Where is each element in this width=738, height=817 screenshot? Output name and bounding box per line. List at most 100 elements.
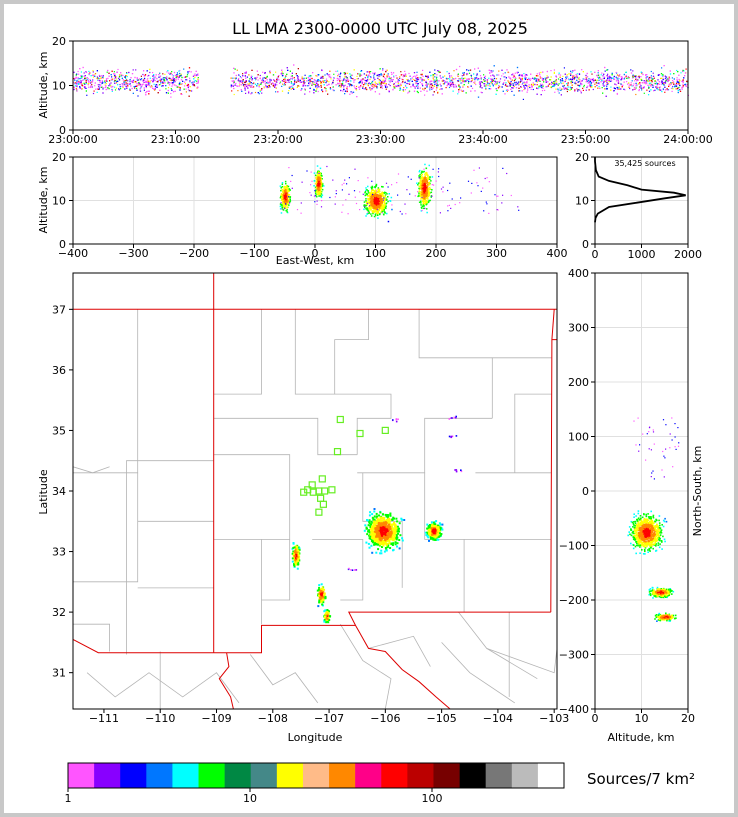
source-point	[434, 76, 436, 78]
source-point	[602, 77, 604, 79]
source-point	[491, 82, 493, 84]
source-point	[240, 81, 242, 83]
source-point	[673, 73, 675, 75]
source-point	[126, 79, 128, 81]
source-point	[149, 83, 151, 85]
source-point	[326, 80, 328, 82]
source-point	[324, 80, 326, 82]
source-point	[262, 78, 264, 80]
source-point	[99, 81, 101, 84]
source-point	[645, 81, 647, 84]
source-point	[632, 76, 634, 78]
source-point	[436, 76, 438, 78]
source-point	[582, 87, 584, 89]
source-point	[520, 78, 522, 80]
source-point	[259, 89, 261, 91]
source-point	[73, 71, 75, 73]
source-point	[369, 78, 371, 80]
source-point	[536, 93, 538, 95]
source-point	[598, 79, 600, 81]
source-point	[600, 74, 602, 76]
source-point	[241, 81, 243, 83]
source-point	[382, 68, 384, 70]
source-point	[425, 84, 428, 86]
source-point	[185, 79, 187, 81]
source-point	[325, 80, 327, 82]
source-point	[289, 189, 291, 191]
source-point	[80, 71, 82, 73]
source-point	[569, 89, 571, 91]
source-point	[452, 90, 454, 92]
source-point	[361, 81, 363, 83]
source-point	[395, 85, 397, 87]
source-point	[555, 79, 557, 81]
source-point	[512, 87, 514, 89]
source-point	[419, 81, 421, 83]
source-point	[588, 85, 590, 87]
source-point	[281, 69, 283, 71]
source-point	[479, 86, 481, 88]
source-point	[355, 88, 357, 90]
source-point	[575, 83, 577, 85]
source-point	[197, 81, 199, 83]
source-point	[499, 86, 501, 88]
source-point	[88, 86, 90, 88]
source-point	[194, 73, 196, 75]
source-point	[116, 71, 118, 73]
source-point	[88, 70, 90, 72]
source-point	[154, 79, 156, 82]
source-point	[577, 84, 579, 86]
source-point	[523, 81, 525, 84]
source-point	[521, 78, 523, 80]
source-point	[170, 79, 172, 81]
source-point	[631, 80, 633, 82]
source-point	[176, 86, 178, 88]
source-point	[360, 79, 362, 81]
source-point	[233, 81, 235, 83]
source-point	[169, 79, 171, 81]
source-point	[561, 79, 564, 81]
source-point	[603, 85, 605, 87]
lma-figure: LL LMA 2300-0000 UTC July 08, 2025 Altit…	[37, 19, 713, 805]
source-point	[279, 205, 282, 208]
source-point	[263, 77, 265, 79]
source-point	[326, 73, 328, 75]
source-point	[179, 87, 181, 89]
source-point	[186, 84, 188, 87]
source-point	[113, 81, 115, 83]
source-point	[677, 89, 679, 92]
source-point	[242, 84, 245, 86]
source-point	[288, 90, 290, 92]
source-point	[655, 81, 657, 83]
source-point	[488, 77, 490, 79]
source-point	[328, 81, 330, 83]
source-point	[424, 87, 426, 89]
source-point	[452, 85, 454, 87]
source-point	[237, 85, 239, 87]
source-point	[551, 81, 553, 83]
source-point	[488, 83, 490, 85]
source-point	[510, 78, 512, 80]
source-point	[615, 84, 617, 86]
source-point	[189, 79, 191, 82]
source-point	[648, 82, 651, 84]
source-point	[479, 83, 481, 85]
source-point	[283, 202, 286, 204]
source-point	[427, 75, 429, 77]
source-point	[196, 87, 198, 89]
source-point	[349, 76, 352, 78]
source-point	[555, 82, 557, 84]
source-point	[76, 88, 78, 90]
source-point	[304, 88, 306, 90]
source-point	[75, 74, 77, 76]
source-point	[430, 80, 432, 82]
source-point	[285, 195, 287, 197]
source-point	[304, 82, 306, 84]
source-point	[588, 82, 590, 84]
source-point	[518, 90, 520, 92]
source-point	[315, 194, 317, 196]
source-point	[368, 82, 370, 85]
source-point	[321, 185, 323, 188]
source-point	[506, 89, 508, 91]
source-point	[492, 79, 494, 81]
